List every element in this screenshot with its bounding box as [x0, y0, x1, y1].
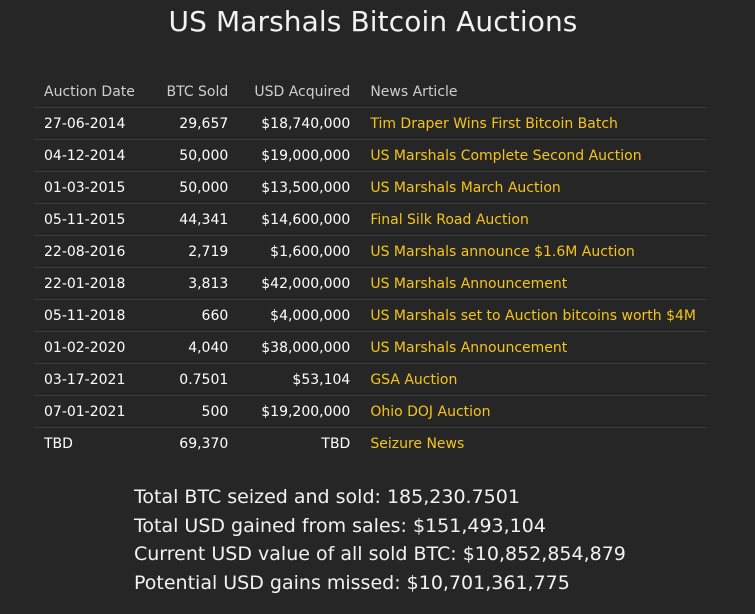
column-header-btc-sold: BTC Sold	[150, 76, 239, 108]
usd-acquired-cell: $14,600,000	[238, 203, 361, 236]
news-article-link[interactable]: US Marshals Announcement	[370, 339, 568, 356]
news-article-link[interactable]: Ohio DOJ Auction	[370, 403, 491, 420]
news-article-cell: Final Silk Road Auction	[360, 203, 706, 236]
news-article-cell: US Marshals announce $1.6M Auction	[360, 235, 706, 268]
usd-acquired-cell: $1,600,000	[238, 235, 361, 268]
usd-acquired-cell: $42,000,000	[238, 267, 361, 300]
news-article-cell: US Marshals Complete Second Auction	[360, 139, 706, 172]
table-row: 01-02-2020 4,040 $38,000,000 US Marshals…	[34, 331, 706, 364]
auction-date-cell: 27-06-2014	[44, 115, 126, 132]
btc-sold-cell: 0.7501	[150, 363, 239, 396]
column-header-usd-acquired: USD Acquired	[238, 76, 361, 108]
usd-acquired-cell: $4,000,000	[238, 299, 361, 332]
summary-block: Total BTC seized and sold: 185,230.7501 …	[134, 483, 626, 597]
news-article-link[interactable]: US Marshals set to Auction bitcoins wort…	[370, 307, 696, 324]
auction-date-cell: 07-01-2021	[34, 395, 151, 428]
total-btc-summary: Total BTC seized and sold: 185,230.7501	[134, 486, 520, 508]
auctions-table: Auction Date BTC Sold USD Acquired News …	[34, 76, 706, 459]
news-article-cell: Seizure News	[360, 427, 706, 459]
usd-acquired-cell: $18,740,000	[261, 115, 351, 132]
table-row: 05-11-2018 660 $4,000,000 US Marshals se…	[34, 299, 706, 332]
table-row: 22-08-2016 2,719 $1,600,000 US Marshals …	[34, 235, 706, 268]
btc-sold-cell: 29,657	[179, 115, 229, 132]
auction-date-cell: 22-08-2016	[34, 235, 151, 268]
news-article-link[interactable]: US Marshals March Auction	[370, 179, 561, 196]
auction-date-cell: 05-11-2015	[34, 203, 151, 236]
news-article-cell: US Marshals Announcement	[360, 267, 706, 300]
column-header-news-article: News Article	[360, 76, 706, 108]
usd-acquired-cell: TBD	[238, 427, 361, 459]
auction-date-cell: 03-17-2021	[34, 363, 151, 396]
news-article-link[interactable]: US Marshals Complete Second Auction	[370, 147, 642, 164]
table-row: TBD 69,370 TBD Seizure News	[34, 427, 706, 459]
btc-sold-cell: 44,341	[150, 203, 239, 236]
news-article-cell: GSA Auction	[360, 363, 706, 396]
table-header-row: Auction Date BTC Sold USD Acquired News …	[34, 76, 706, 108]
auction-date-cell: TBD	[34, 427, 151, 459]
news-article-cell: Tim Draper Wins First Bitcoin Batch	[360, 108, 706, 140]
usd-acquired-cell: $38,000,000	[238, 331, 361, 364]
auction-date-cell: 05-11-2018	[34, 299, 151, 332]
page-title: US Marshals Bitcoin Auctions	[168, 5, 578, 38]
usd-acquired-cell: $13,500,000	[238, 171, 361, 204]
auction-date-cell: 01-03-2015	[34, 171, 151, 204]
auction-date-cell: 01-02-2020	[34, 331, 151, 364]
news-article-link[interactable]: Final Silk Road Auction	[370, 211, 529, 228]
news-article-cell: US Marshals set to Auction bitcoins wort…	[360, 299, 706, 332]
news-article-link[interactable]: Seizure News	[370, 435, 465, 452]
column-header-auction-date: Auction Date	[34, 76, 151, 108]
news-article-link[interactable]: GSA Auction	[370, 371, 458, 388]
news-article-link[interactable]: Tim Draper Wins First Bitcoin Batch	[370, 115, 618, 132]
btc-sold-cell: 50,000	[150, 171, 239, 204]
btc-sold-cell: 3,813	[150, 267, 239, 300]
btc-sold-cell: 50,000	[150, 139, 239, 172]
btc-sold-cell: 500	[150, 395, 239, 428]
table-row: 01-03-2015 50,000 $13,500,000 US Marshal…	[34, 171, 706, 204]
table-row: 03-17-2021 0.7501 $53,104 GSA Auction	[34, 363, 706, 396]
auction-date-cell: 04-12-2014	[34, 139, 151, 172]
btc-sold-cell: 4,040	[150, 331, 239, 364]
table-row: 05-11-2015 44,341 $14,600,000 Final Silk…	[34, 203, 706, 236]
auction-date-cell: 22-01-2018	[34, 267, 151, 300]
table-row: 07-01-2021 500 $19,200,000 Ohio DOJ Auct…	[34, 395, 706, 428]
usd-acquired-cell: $53,104	[238, 363, 361, 396]
missed-gains-summary: Potential USD gains missed: $10,701,361,…	[134, 571, 570, 594]
news-article-cell: Ohio DOJ Auction	[360, 395, 706, 428]
total-usd-summary: Total USD gained from sales: $151,493,10…	[134, 514, 546, 537]
table-row: 04-12-2014 50,000 $19,000,000 US Marshal…	[34, 139, 706, 172]
news-article-link[interactable]: US Marshals Announcement	[370, 275, 568, 292]
news-article-cell: US Marshals Announcement	[360, 331, 706, 364]
news-article-link[interactable]: US Marshals announce $1.6M Auction	[370, 243, 635, 260]
table-row: 27-06-2014 29,657 $18,740,000 Tim Draper…	[34, 108, 706, 140]
btc-sold-cell: 2,719	[150, 235, 239, 268]
btc-sold-cell: 69,370	[150, 427, 239, 459]
current-value-summary: Current USD value of all sold BTC: $10,8…	[134, 543, 626, 565]
news-article-cell: US Marshals March Auction	[360, 171, 706, 204]
usd-acquired-cell: $19,000,000	[238, 139, 361, 172]
table-row: 22-01-2018 3,813 $42,000,000 US Marshals…	[34, 267, 706, 300]
btc-sold-cell: 660	[150, 299, 239, 332]
usd-acquired-cell: $19,200,000	[238, 395, 361, 428]
